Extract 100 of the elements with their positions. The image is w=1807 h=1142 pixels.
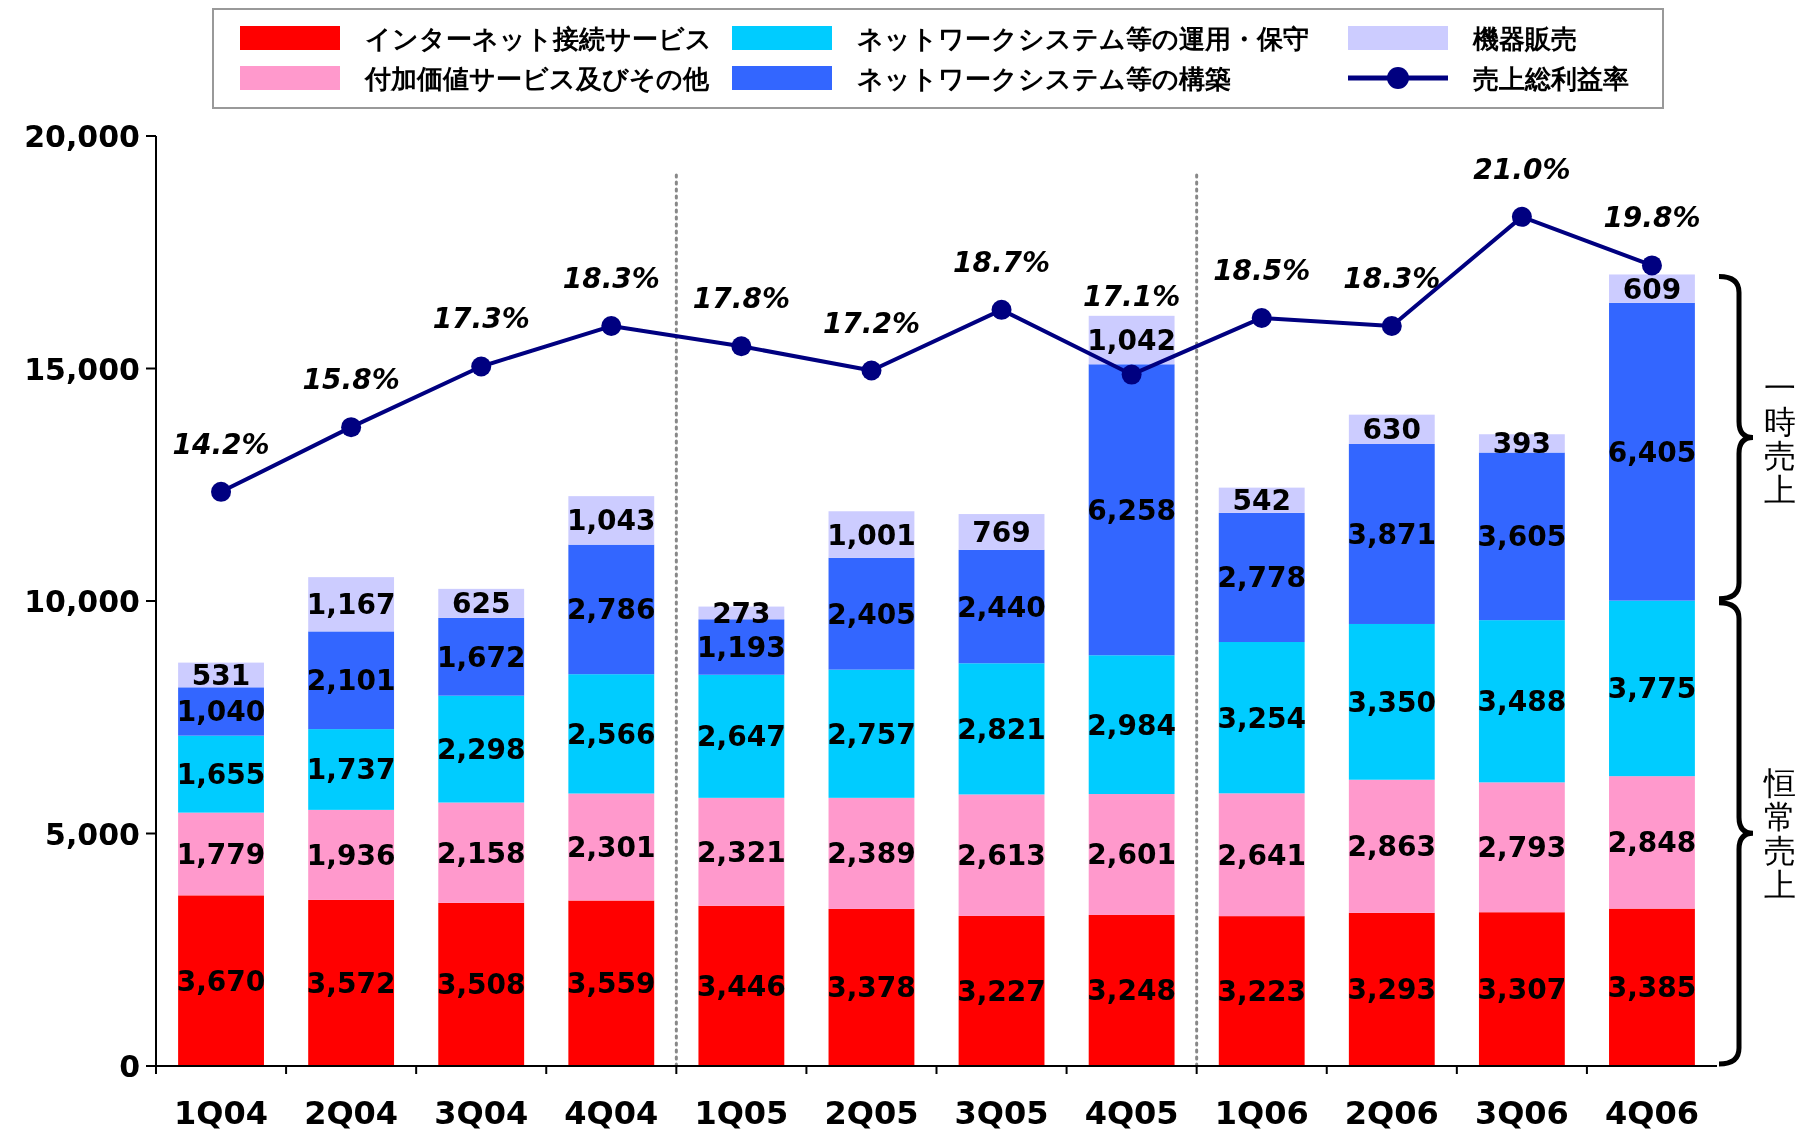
x-tick-label: 2Q04 — [304, 1094, 399, 1132]
data-label: 6,405 — [1607, 435, 1697, 469]
data-label: 14.2% — [172, 427, 270, 461]
data-label: 2,848 — [1607, 826, 1697, 860]
data-label: 2,778 — [1217, 561, 1306, 595]
point — [1251, 307, 1272, 328]
data-label: 2,566 — [567, 717, 656, 751]
point — [471, 356, 492, 377]
bar — [178, 895, 264, 1066]
bar — [568, 674, 655, 794]
data-label: 2,101 — [306, 664, 396, 698]
bar — [1088, 794, 1175, 915]
point — [1511, 206, 1532, 227]
bar — [1348, 443, 1435, 624]
point — [341, 417, 362, 438]
bar — [308, 899, 395, 1066]
data-label: 18.7% — [952, 245, 1051, 279]
data-label: 1,737 — [306, 753, 396, 787]
bar — [1348, 779, 1435, 913]
data-label: 2,821 — [957, 712, 1046, 746]
data-label: 2,405 — [827, 597, 916, 631]
y-tick-label: 10,000 — [24, 584, 140, 619]
data-label: 2,389 — [827, 837, 916, 871]
data-label: 2,793 — [1477, 831, 1567, 865]
data-label: 1,655 — [176, 758, 266, 792]
data-label: 3,572 — [306, 966, 396, 1000]
legend-label: 付加価値サービス及びその他 — [364, 64, 710, 94]
bar — [1478, 620, 1565, 783]
bar — [568, 900, 655, 1066]
x-tick-label: 4Q05 — [1084, 1094, 1179, 1132]
y-tick-label: 0 — [119, 1049, 140, 1084]
x-tick-label: 1Q04 — [174, 1094, 269, 1132]
bar — [1218, 793, 1305, 917]
data-label: 2,647 — [697, 720, 786, 754]
x-tick-label: 1Q06 — [1214, 1094, 1309, 1132]
data-label: 3,775 — [1607, 672, 1697, 706]
data-label: 2,321 — [697, 835, 786, 869]
data-label: 531 — [191, 658, 251, 692]
data-label: 2,863 — [1347, 830, 1437, 864]
bar — [1609, 776, 1695, 909]
bar — [1609, 908, 1695, 1066]
bar — [568, 793, 655, 901]
legend-label: 売上総利益率 — [1473, 64, 1629, 94]
data-label: 1,040 — [176, 695, 266, 729]
bar — [1478, 452, 1565, 621]
point — [991, 299, 1012, 320]
data-label: 2,158 — [436, 836, 526, 870]
data-label: 3,378 — [827, 971, 916, 1005]
data-label: 2,301 — [567, 831, 656, 865]
data-label: 630 — [1362, 413, 1422, 447]
bar — [958, 794, 1045, 916]
data-label: 3,559 — [567, 967, 656, 1001]
data-label: 3,254 — [1217, 701, 1306, 735]
data-label: 625 — [451, 587, 511, 621]
data-label: 2,601 — [1087, 838, 1176, 872]
bar — [1478, 912, 1565, 1066]
bar — [958, 663, 1045, 795]
bar — [1348, 912, 1435, 1066]
data-label: 3,307 — [1477, 973, 1567, 1007]
data-label: 1,001 — [827, 518, 916, 552]
bar — [1609, 600, 1695, 777]
data-label: 3,508 — [436, 968, 526, 1002]
legend-label: インターネット接続サービス — [365, 24, 712, 54]
y-tick-label: 20,000 — [24, 119, 140, 154]
data-label: 2,440 — [957, 590, 1046, 624]
data-label: 3,670 — [176, 964, 266, 998]
data-label: 3,605 — [1477, 520, 1567, 554]
point — [1641, 255, 1662, 276]
data-label: 3,488 — [1477, 685, 1567, 719]
data-label: 3,248 — [1087, 974, 1176, 1008]
bar — [1218, 916, 1305, 1066]
x-tick-label: 3Q06 — [1474, 1094, 1569, 1132]
data-label: 2,641 — [1217, 838, 1306, 872]
point — [601, 316, 622, 337]
legend-label: ネットワークシステム等の運用・保守 — [857, 24, 1309, 54]
data-label: 18.3% — [562, 262, 660, 296]
data-label: 3,871 — [1347, 517, 1437, 551]
bar — [1218, 512, 1305, 643]
data-label: 19.8% — [1603, 201, 1701, 235]
data-label: 6,258 — [1087, 493, 1176, 527]
x-tick-label: 2Q05 — [824, 1094, 919, 1132]
bar — [828, 669, 915, 798]
bar — [1088, 655, 1175, 795]
bar — [1478, 782, 1565, 913]
x-tick-label: 3Q04 — [434, 1094, 529, 1132]
data-label: 1,672 — [436, 640, 526, 674]
data-label: 2,757 — [827, 717, 916, 751]
data-label: 1,779 — [176, 837, 266, 871]
bar — [438, 902, 525, 1066]
data-label: 1,167 — [306, 588, 396, 622]
bar — [698, 674, 785, 798]
x-tick-label: 2Q06 — [1344, 1094, 1439, 1132]
x-tick-label: 4Q04 — [564, 1094, 659, 1132]
bar — [698, 797, 785, 906]
point — [1121, 364, 1142, 385]
bar — [568, 544, 655, 675]
data-label: 17.2% — [822, 306, 921, 340]
point — [211, 481, 232, 502]
bar — [1088, 364, 1175, 656]
data-label: 3,350 — [1347, 685, 1437, 719]
